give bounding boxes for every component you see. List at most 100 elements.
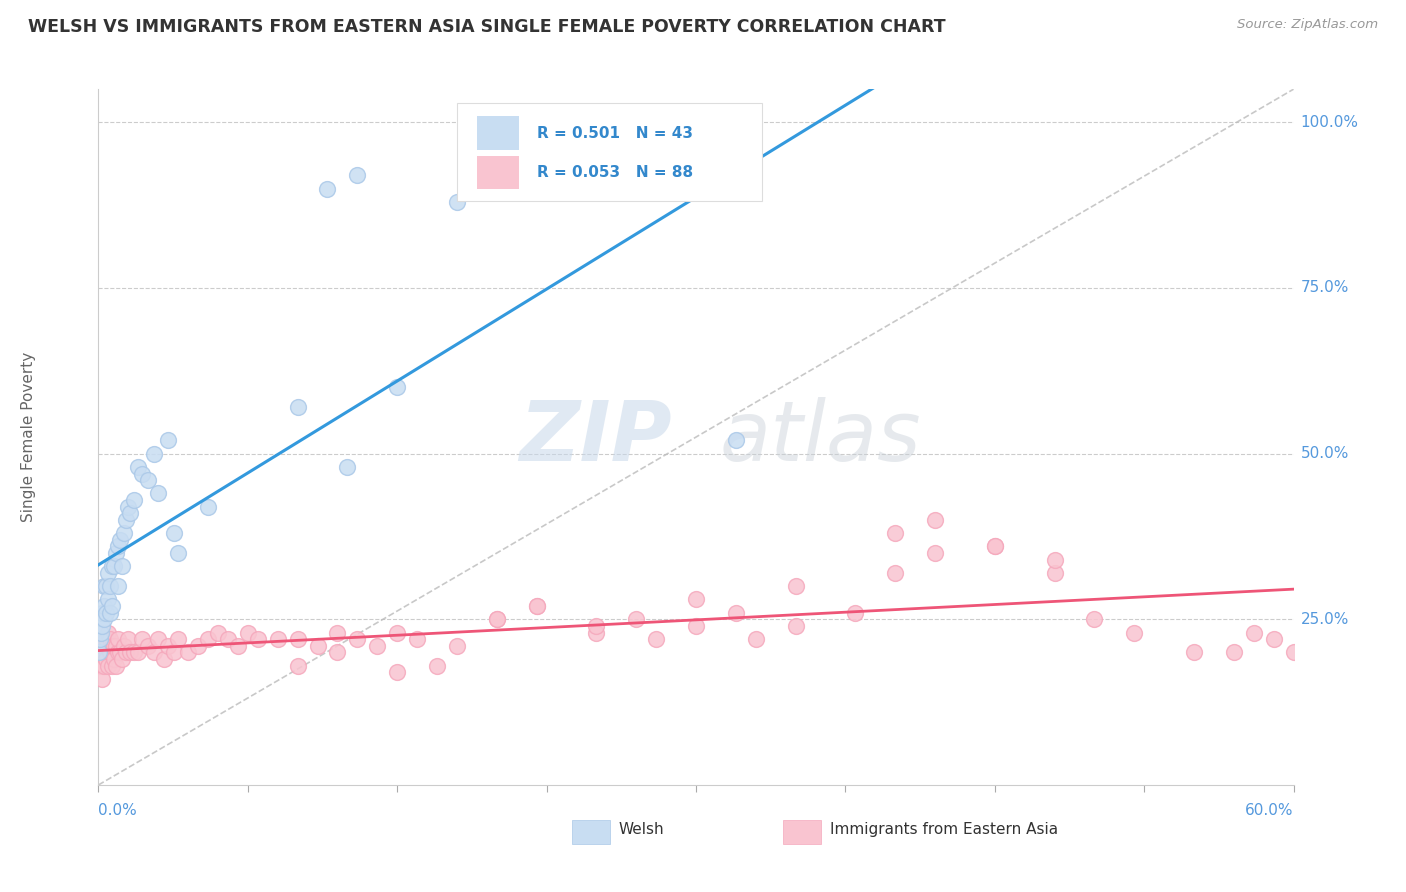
Point [645, 632, 668, 647]
Point [197, 632, 219, 647]
Point [446, 194, 468, 209]
Point [105, 639, 128, 653]
Point [785, 619, 807, 633]
Point [107, 540, 129, 554]
Point [177, 645, 200, 659]
Point [111, 652, 134, 666]
Point [124, 645, 146, 659]
Point [89, 645, 111, 659]
Point [103, 639, 125, 653]
Point [93, 645, 115, 659]
Point [526, 599, 548, 613]
Point [153, 652, 176, 666]
Point [1222, 645, 1246, 659]
Point [117, 500, 139, 514]
Point [103, 652, 125, 666]
Point [136, 639, 159, 653]
Point [267, 632, 290, 647]
Point [217, 632, 239, 647]
Point [101, 599, 124, 613]
Point [97, 658, 120, 673]
Point [1123, 625, 1146, 640]
Point [131, 632, 153, 647]
Point [96, 606, 118, 620]
Point [485, 612, 508, 626]
Point [624, 612, 647, 626]
Point [131, 467, 153, 481]
Point [187, 639, 209, 653]
Point [983, 540, 1005, 554]
Point [287, 632, 309, 647]
Point [148, 486, 170, 500]
Point [115, 645, 138, 659]
Point [98, 632, 122, 647]
Point [1263, 632, 1285, 647]
Point [1243, 625, 1265, 640]
Point [426, 658, 449, 673]
Point [93, 599, 115, 613]
Point [163, 526, 186, 541]
Text: Single Female Poverty: Single Female Poverty [21, 352, 35, 522]
Point [91, 606, 114, 620]
Point [101, 639, 124, 653]
Text: R = 0.053   N = 88: R = 0.053 N = 88 [537, 165, 693, 180]
Point [89, 632, 111, 647]
Point [143, 645, 166, 659]
Point [96, 632, 118, 647]
Point [112, 639, 135, 653]
Point [326, 645, 349, 659]
Point [124, 493, 146, 508]
Point [96, 579, 118, 593]
Point [236, 625, 259, 640]
Point [336, 459, 359, 474]
Point [526, 599, 548, 613]
Text: 50.0%: 50.0% [1301, 446, 1348, 461]
Point [585, 625, 607, 640]
Point [724, 434, 747, 448]
Point [91, 672, 114, 686]
Point [1043, 566, 1066, 580]
Point [326, 625, 349, 640]
Point [207, 625, 229, 640]
Point [110, 645, 132, 659]
Point [1282, 645, 1305, 659]
Bar [477, 116, 519, 150]
Point [148, 632, 170, 647]
Point [98, 606, 122, 620]
Point [924, 513, 946, 527]
Point [107, 579, 129, 593]
Point [287, 401, 309, 415]
Point [197, 500, 219, 514]
Point [105, 658, 128, 673]
Point [385, 665, 409, 680]
Point [111, 559, 134, 574]
Point [105, 546, 128, 560]
Point [120, 645, 142, 659]
Bar [477, 156, 519, 189]
Point [107, 645, 129, 659]
Text: 75.0%: 75.0% [1301, 280, 1348, 295]
Point [89, 658, 111, 673]
Point [97, 566, 120, 580]
Point [115, 513, 138, 527]
Point [89, 632, 111, 647]
Text: 100.0%: 100.0% [1301, 115, 1358, 130]
Point [346, 169, 368, 183]
Point [685, 592, 707, 607]
Point [366, 639, 388, 653]
Point [446, 639, 468, 653]
Text: atlas: atlas [720, 397, 921, 477]
Point [167, 546, 190, 560]
Point [93, 579, 115, 593]
Point [226, 639, 249, 653]
Point [98, 645, 122, 659]
Point [97, 625, 120, 640]
Text: Immigrants from Eastern Asia: Immigrants from Eastern Asia [830, 822, 1057, 837]
Point [983, 540, 1005, 554]
Point [89, 645, 111, 659]
Point [93, 612, 115, 626]
Point [103, 559, 125, 574]
Point [157, 434, 180, 448]
Point [884, 526, 907, 541]
Point [117, 632, 139, 647]
